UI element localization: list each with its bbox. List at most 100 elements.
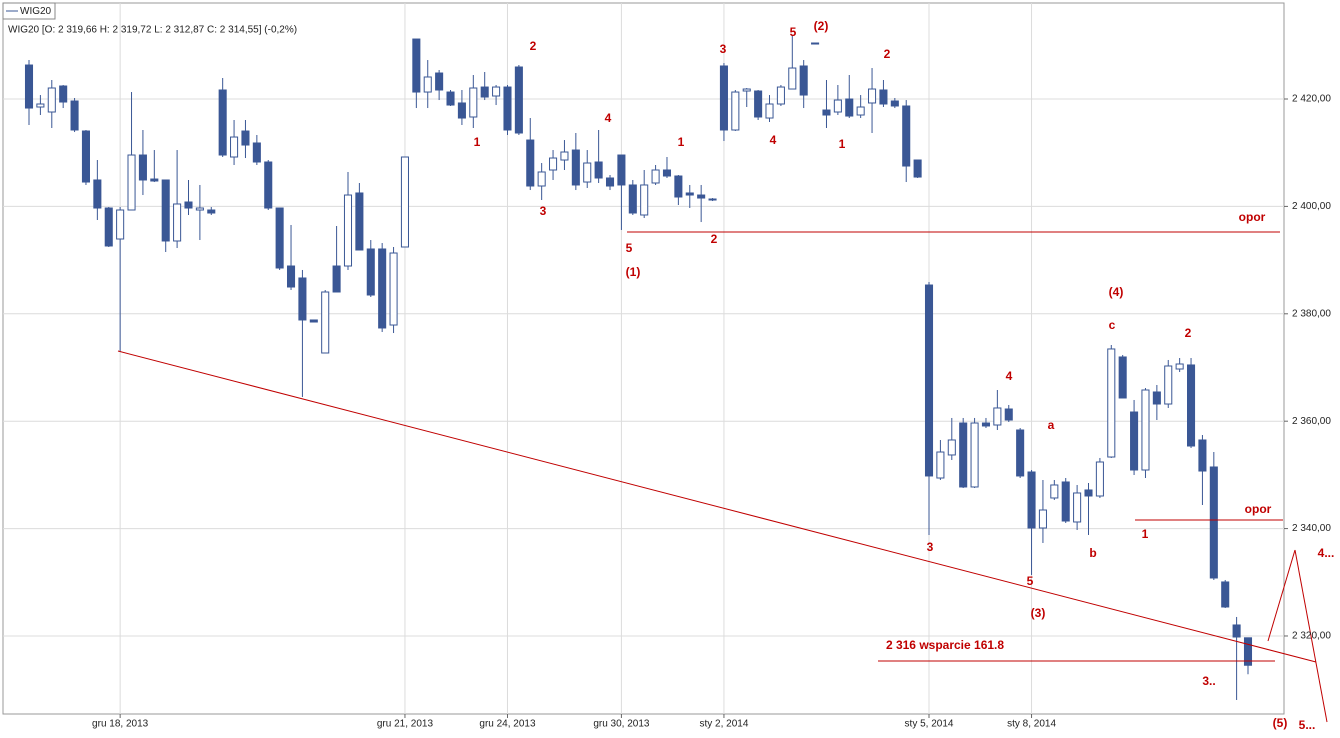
wave-label: 5 <box>790 25 797 39</box>
candle-body <box>503 86 512 131</box>
candle-body <box>549 157 558 171</box>
wave-label: 2 <box>884 47 891 61</box>
wave-label: 4 <box>605 111 612 125</box>
x-tick-label: sty 2, 2014 <box>699 719 748 730</box>
candle-body <box>457 102 466 119</box>
candle-body <box>731 91 740 131</box>
candle-body <box>423 76 432 93</box>
candle-body <box>890 100 899 107</box>
wave-label: 1 <box>474 135 481 149</box>
candle-body <box>651 169 660 184</box>
candle-body <box>195 207 204 211</box>
y-tick-label: 2 380,00 <box>1292 308 1331 319</box>
candle-body <box>628 184 637 214</box>
wave-label: 1 <box>1142 527 1149 541</box>
candle-body <box>230 136 239 158</box>
candle-body <box>936 451 945 479</box>
candle-body <box>309 319 318 323</box>
candle-body <box>913 159 922 178</box>
candle-body <box>218 89 227 156</box>
candle-body <box>583 162 592 183</box>
candle-body <box>161 179 170 242</box>
x-tick-label: gru 30, 2013 <box>593 719 650 730</box>
candle-body <box>93 179 102 209</box>
candle-body <box>1050 484 1059 499</box>
candle-body <box>321 291 330 354</box>
candle-body <box>868 88 877 104</box>
wave-label: c <box>1109 318 1116 332</box>
candle-body <box>765 103 774 119</box>
candle-body <box>742 88 751 92</box>
projection-line <box>1267 549 1296 642</box>
candle-body <box>400 156 409 248</box>
candle-body <box>81 130 90 183</box>
candle-body <box>1164 365 1173 405</box>
candle-body <box>1209 466 1218 579</box>
wave-label: 5 <box>1027 574 1034 588</box>
candle-body <box>1187 364 1196 447</box>
candle-body <box>70 100 79 131</box>
candle-body <box>970 422 979 488</box>
x-tick-label: gru 18, 2013 <box>92 719 149 730</box>
y-tick-label: 2 320,00 <box>1292 631 1331 642</box>
candle-body <box>833 99 842 113</box>
candle-body <box>343 194 353 267</box>
candle-body <box>286 265 296 288</box>
legend-label: WIG20 <box>20 6 52 17</box>
candle-body <box>1198 439 1207 472</box>
candle-body <box>435 72 444 91</box>
wave-label: 3 <box>540 204 547 218</box>
wave-label: 5 <box>626 241 633 255</box>
wave-label: (5) <box>1273 716 1288 730</box>
candle-body <box>1084 489 1093 497</box>
wave-label: 2 <box>711 232 718 246</box>
y-tick-label: 2 400,00 <box>1292 201 1331 212</box>
candle-body <box>845 98 854 117</box>
candle-body <box>1118 356 1127 399</box>
wave-label: 3 <box>927 540 934 554</box>
candle-body <box>36 103 45 108</box>
candle-body <box>662 169 672 177</box>
projection-line <box>1294 549 1328 723</box>
candle-body <box>1016 429 1025 477</box>
x-tick-label: gru 24, 2013 <box>479 719 536 730</box>
candle-body <box>492 86 501 97</box>
candle-body <box>617 154 626 186</box>
candle-body <box>173 203 182 242</box>
candle-body <box>378 248 387 329</box>
candle-body <box>571 149 580 186</box>
candle-body <box>412 38 421 93</box>
candle-body <box>674 175 683 198</box>
wave-label: 1 <box>678 135 685 149</box>
candle-body <box>241 130 250 146</box>
trend-lines <box>117 231 1328 723</box>
candle-body <box>332 265 341 293</box>
candle-body <box>1175 363 1184 370</box>
candle-body <box>446 91 455 106</box>
candle-body <box>264 161 273 209</box>
info-text: WIG20 [O: 2 319,66 H: 2 319,72 L: 2 312,… <box>8 25 297 36</box>
candle-body <box>298 277 307 321</box>
wave-label: 4 <box>770 133 777 147</box>
candle-body <box>207 209 216 214</box>
candle-body <box>685 192 694 196</box>
candle-body <box>275 207 284 269</box>
wave-label: opor <box>1239 210 1266 224</box>
candles <box>24 35 1253 700</box>
wave-label: 2 <box>530 39 537 53</box>
candle-body <box>1152 391 1161 405</box>
candle-body <box>127 154 136 211</box>
wave-label: 2 316 wsparcie 161.8 <box>886 638 1004 652</box>
candle-body <box>1038 509 1047 529</box>
wave-label: (1) <box>626 265 641 279</box>
candle-body <box>902 105 911 167</box>
candle-body <box>640 184 649 216</box>
candle-body <box>822 109 831 116</box>
candle-body <box>856 106 865 116</box>
candle-body <box>708 198 717 201</box>
wave-label: (3) <box>1031 606 1046 620</box>
candle-body <box>605 177 615 187</box>
candle-body <box>1243 637 1253 666</box>
candle-body <box>1130 411 1139 471</box>
